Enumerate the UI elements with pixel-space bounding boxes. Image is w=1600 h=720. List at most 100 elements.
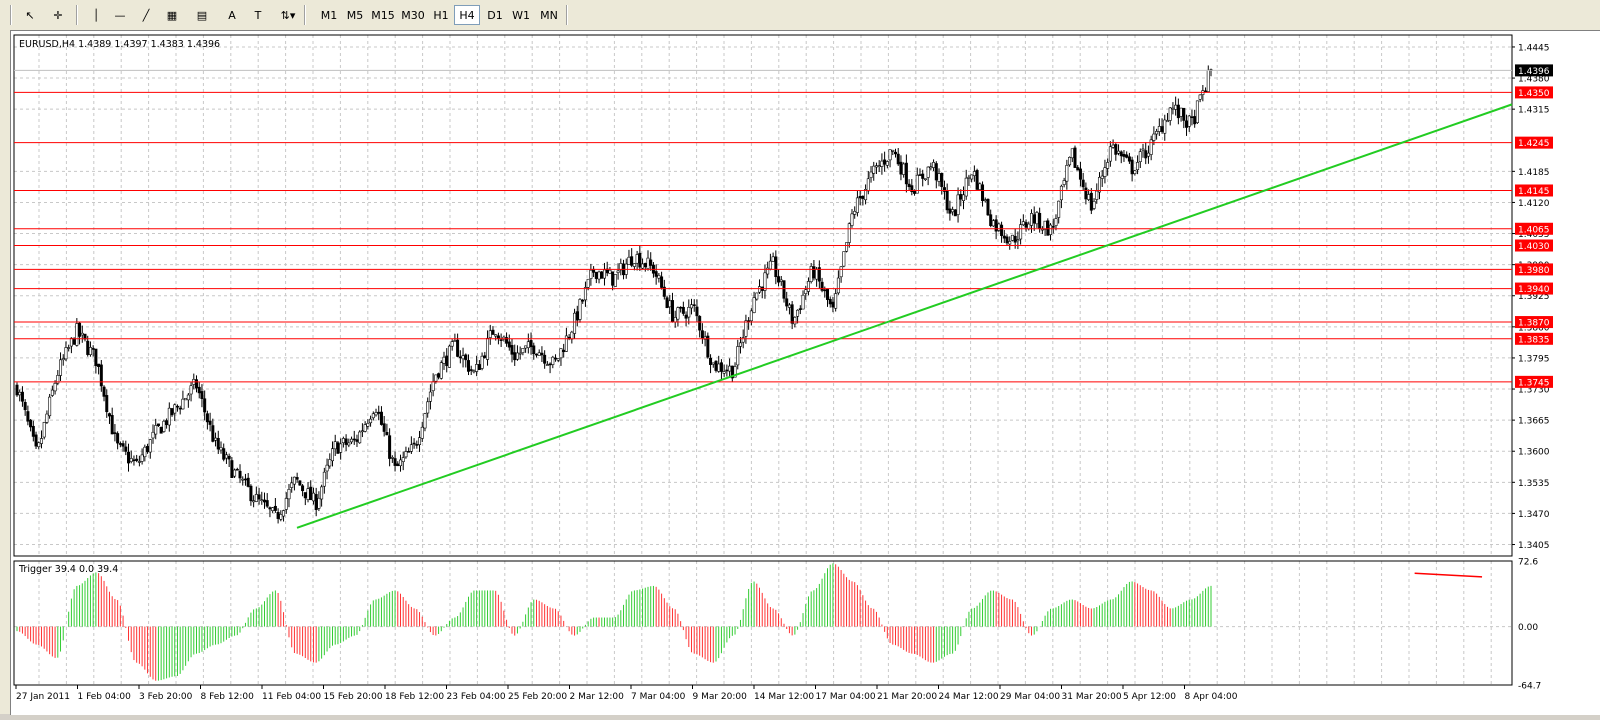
candle-bull — [1092, 200, 1096, 209]
timeframe-d1-button[interactable]: D1 — [487, 8, 503, 22]
candle-bear — [105, 395, 109, 413]
candle-bull — [1198, 94, 1202, 100]
candle-bull — [1016, 239, 1020, 242]
candle-bull — [768, 260, 772, 270]
candle-bear — [1204, 90, 1208, 93]
candle-bull — [608, 269, 612, 274]
time-tick-label: 14 Mar 12:00 — [754, 692, 814, 702]
candle-bear — [263, 499, 267, 503]
candle-bear — [1051, 226, 1055, 228]
candle-bull — [1157, 126, 1161, 132]
horizontal-line-icon[interactable]: — — [114, 8, 126, 22]
candle-bull — [521, 347, 525, 354]
candle-bull — [53, 382, 57, 392]
level-price-box — [1515, 184, 1553, 197]
candle-bear — [554, 357, 558, 360]
candle-bear — [382, 423, 386, 432]
candle-bear — [777, 276, 781, 283]
fibonacci-icon[interactable]: ▦ — [166, 8, 178, 22]
timeframe-h1-button[interactable]: H1 — [433, 8, 449, 22]
candle-bear — [170, 408, 174, 416]
candle-bear — [695, 306, 699, 317]
candle-bull — [515, 352, 519, 360]
trendline[interactable] — [296, 103, 1513, 529]
candle-bull — [140, 454, 144, 462]
time-tick-label: 5 Apr 12:00 — [1123, 692, 1176, 702]
candle-bear — [309, 486, 313, 501]
candle-bear — [1013, 235, 1017, 243]
candle-bull — [736, 346, 740, 366]
divergence-line[interactable] — [1414, 572, 1483, 578]
text-icon[interactable]: A — [228, 8, 236, 22]
cursor-icon[interactable]: ↖ — [25, 8, 35, 22]
candle-bull — [162, 420, 166, 432]
timeframe-m1-button[interactable]: M1 — [320, 8, 338, 22]
candle-bear — [118, 443, 122, 445]
candle-bull — [37, 442, 41, 448]
channel-icon[interactable]: ▤ — [196, 8, 208, 22]
timeframe-w1-button[interactable]: W1 — [512, 8, 530, 22]
candle-bull — [983, 199, 987, 202]
candle-bear — [216, 437, 220, 450]
candle-bull — [551, 356, 555, 365]
candle-bull — [1054, 218, 1058, 226]
candle-bull — [50, 389, 54, 396]
text-label-icon[interactable]: T — [254, 8, 262, 22]
candle-bear — [1119, 151, 1123, 157]
price-chart[interactable]: 1.4445 1.4380 1.4315 1.4185 1.4120 1.4055 1.39… — [11, 31, 1600, 715]
candle-bear — [466, 360, 470, 372]
candle-bear — [72, 338, 76, 345]
candle-bear — [377, 411, 381, 414]
candle-bull — [834, 293, 838, 309]
candle-bear — [396, 463, 400, 467]
arrows-dropdown-icon[interactable]: ⇅▾ — [280, 8, 296, 22]
candle-bull — [442, 356, 446, 364]
candle-bull — [418, 437, 422, 445]
timeframe-h4-button[interactable]: H4 — [454, 5, 480, 25]
level-price-label: 1.4030 — [1518, 242, 1550, 252]
candle-bear — [643, 263, 647, 268]
level-price-label: 1.3835 — [1518, 335, 1550, 345]
candle-bear — [540, 352, 544, 356]
vertical-line-icon[interactable]: │ — [92, 8, 100, 22]
candle-bull — [1057, 200, 1061, 218]
candle-bear — [445, 355, 449, 367]
timeframe-m5-button[interactable]: M5 — [346, 8, 364, 22]
timeframe-m30-button[interactable]: M30 — [401, 8, 425, 22]
candle-bear — [34, 434, 38, 447]
candle-bear — [1130, 159, 1134, 175]
time-tick-label: 17 Mar 04:00 — [816, 692, 876, 702]
candle-bull — [67, 347, 71, 349]
candle-bull — [687, 306, 691, 318]
trendline-icon[interactable]: ╱ — [142, 8, 150, 22]
candle-bear — [1176, 104, 1180, 119]
time-tick-label: 1 Feb 04:00 — [78, 692, 132, 702]
level-price-label: 1.3870 — [1518, 319, 1550, 329]
candle-bull — [586, 278, 590, 288]
crosshair-icon[interactable]: ✛ — [53, 8, 63, 22]
candle-bear — [1160, 126, 1164, 132]
timeframe-mn-button[interactable]: MN — [540, 8, 558, 22]
candle-bull — [991, 220, 995, 227]
candle-bear — [135, 458, 139, 461]
candle-bull — [214, 437, 218, 441]
candle-bull — [420, 426, 424, 439]
time-tick-label: 8 Feb 12:00 — [201, 692, 255, 702]
candle-bear — [660, 276, 664, 288]
timeframe-m15-button[interactable]: M15 — [371, 8, 395, 22]
candle-bull — [282, 510, 286, 517]
level-price-box — [1515, 282, 1553, 295]
candle-bull — [151, 431, 155, 439]
candle-bear — [132, 459, 136, 462]
candle-bear — [507, 341, 511, 348]
candle-bull — [254, 494, 258, 502]
candle-bull — [447, 345, 451, 368]
candle-bear — [649, 259, 653, 266]
candle-bull — [763, 272, 767, 291]
candle-bull — [839, 266, 843, 278]
candle-bull — [260, 499, 264, 502]
candle-bull — [1100, 175, 1104, 179]
candle-bull — [978, 183, 982, 190]
candle-bull — [951, 209, 955, 213]
candle-bull — [657, 275, 661, 279]
